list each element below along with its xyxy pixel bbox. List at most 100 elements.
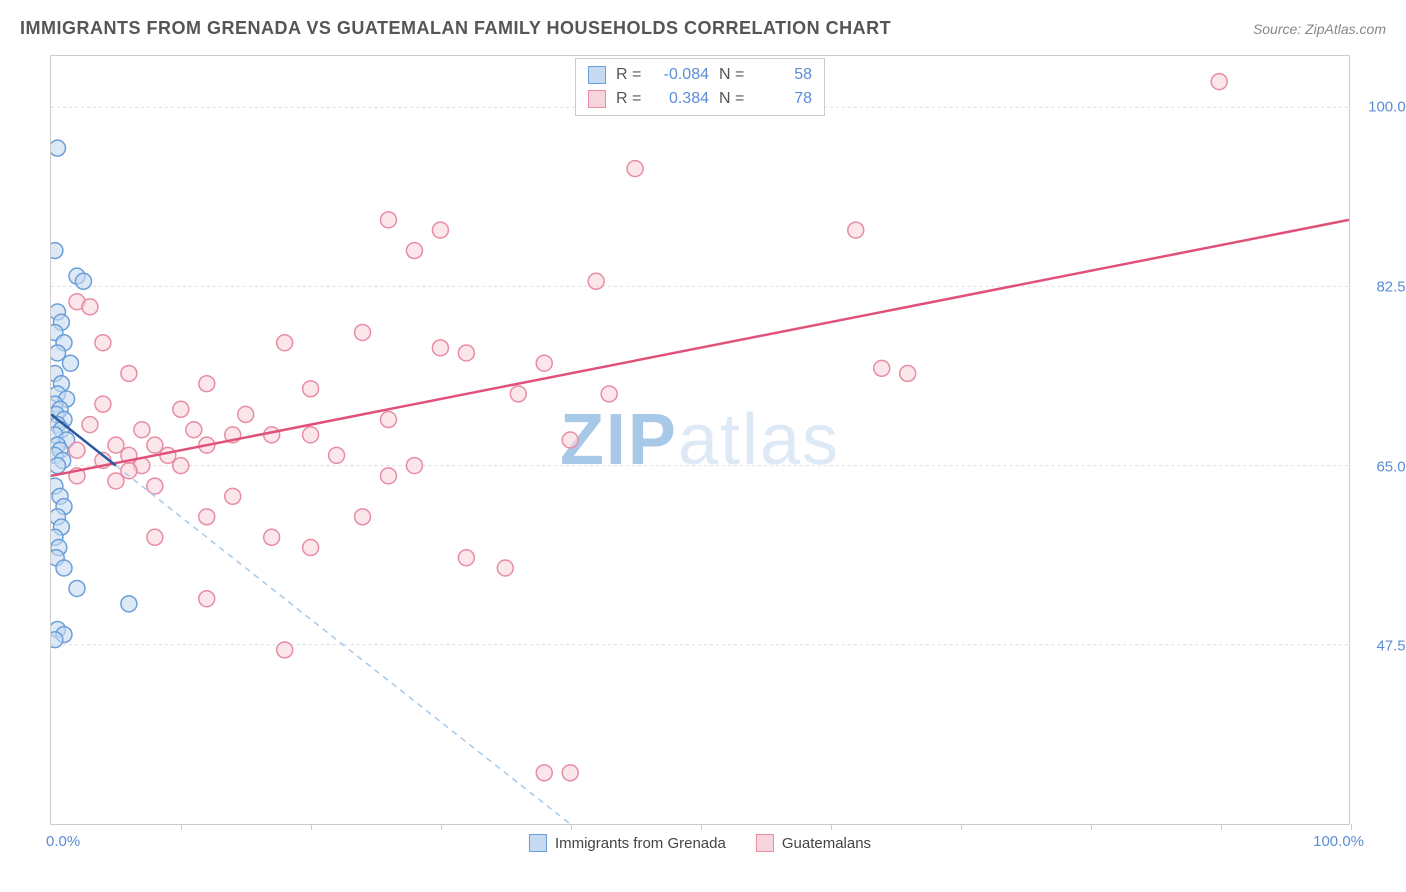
- scatter-point-guatemalans: [82, 299, 98, 315]
- scatter-point-grenada: [51, 458, 65, 474]
- gridlines: [51, 107, 1349, 645]
- x-tick: [311, 824, 312, 830]
- scatter-point-guatemalans: [329, 447, 345, 463]
- x-tick: [1221, 824, 1222, 830]
- scatter-point-guatemalans: [380, 468, 396, 484]
- scatter-point-guatemalans: [536, 765, 552, 781]
- scatter-point-guatemalans: [355, 509, 371, 525]
- scatter-point-guatemalans: [264, 529, 280, 545]
- y-tick-label: 47.5%: [1359, 638, 1406, 655]
- scatter-point-guatemalans: [173, 458, 189, 474]
- scatter-point-guatemalans: [458, 345, 474, 361]
- scatter-point-guatemalans: [536, 355, 552, 371]
- stats-row-grenada: R = -0.084 N = 58: [588, 63, 812, 87]
- scatter-point-guatemalans: [82, 417, 98, 433]
- scatter-point-guatemalans: [303, 427, 319, 443]
- scatter-points: [51, 69, 1227, 781]
- x-axis-start-label: 0.0%: [46, 833, 80, 850]
- scatter-point-guatemalans: [848, 222, 864, 238]
- x-tick: [831, 824, 832, 830]
- scatter-point-guatemalans: [432, 222, 448, 238]
- legend-item-grenada: Immigrants from Grenada: [529, 834, 726, 852]
- chart-title: IMMIGRANTS FROM GRENADA VS GUATEMALAN FA…: [20, 18, 891, 39]
- scatter-point-guatemalans: [303, 381, 319, 397]
- scatter-point-grenada: [51, 632, 63, 648]
- scatter-point-guatemalans: [900, 365, 916, 381]
- r-value-grenada: -0.084: [654, 66, 709, 84]
- header: IMMIGRANTS FROM GRENADA VS GUATEMALAN FA…: [20, 18, 1386, 39]
- scatter-point-grenada: [56, 560, 72, 576]
- scatter-point-guatemalans: [497, 560, 513, 576]
- scatter-plot-svg: [51, 56, 1349, 824]
- stats-row-guatemalans: R = 0.384 N = 78: [588, 87, 812, 111]
- scatter-point-guatemalans: [186, 422, 202, 438]
- x-tick: [571, 824, 572, 830]
- stats-legend: R = -0.084 N = 58 R = 0.384 N = 78: [575, 58, 825, 116]
- n-value-guatemalans: 78: [757, 90, 812, 108]
- scatter-point-guatemalans: [134, 422, 150, 438]
- scatter-point-guatemalans: [588, 273, 604, 289]
- y-tick-label: 65.0%: [1359, 458, 1406, 475]
- n-label: N =: [719, 90, 747, 108]
- scatter-point-guatemalans: [69, 442, 85, 458]
- swatch-grenada-icon: [588, 66, 606, 84]
- scatter-point-guatemalans: [562, 432, 578, 448]
- scatter-point-guatemalans: [238, 406, 254, 422]
- scatter-point-guatemalans: [173, 401, 189, 417]
- x-tick: [701, 824, 702, 830]
- scatter-point-guatemalans: [199, 509, 215, 525]
- scatter-point-guatemalans: [95, 335, 111, 351]
- scatter-point-guatemalans: [627, 161, 643, 177]
- source-attribution: Source: ZipAtlas.com: [1253, 21, 1386, 37]
- scatter-point-guatemalans: [199, 591, 215, 607]
- x-tick: [181, 824, 182, 830]
- r-label: R =: [616, 90, 644, 108]
- scatter-point-grenada: [75, 273, 91, 289]
- scatter-point-guatemalans: [432, 340, 448, 356]
- scatter-point-guatemalans: [355, 325, 371, 341]
- scatter-point-guatemalans: [303, 540, 319, 556]
- scatter-point-guatemalans: [277, 642, 293, 658]
- r-value-guatemalans: 0.384: [654, 90, 709, 108]
- scatter-point-guatemalans: [199, 376, 215, 392]
- plot-area: ZIPatlas R = -0.084 N = 58 R = 0.384 N =…: [50, 55, 1350, 825]
- scatter-point-guatemalans: [601, 386, 617, 402]
- trendline-guatemalans: [51, 220, 1349, 476]
- r-label: R =: [616, 66, 644, 84]
- scatter-point-grenada: [69, 581, 85, 597]
- scatter-point-guatemalans: [562, 765, 578, 781]
- n-value-grenada: 58: [757, 66, 812, 84]
- scatter-point-grenada: [51, 140, 65, 156]
- scatter-point-grenada: [121, 596, 137, 612]
- scatter-point-guatemalans: [277, 335, 293, 351]
- scatter-point-guatemalans: [95, 396, 111, 412]
- scatter-point-guatemalans: [406, 243, 422, 259]
- scatter-point-guatemalans: [458, 550, 474, 566]
- scatter-point-grenada: [51, 243, 63, 259]
- scatter-point-guatemalans: [225, 488, 241, 504]
- scatter-point-guatemalans: [108, 473, 124, 489]
- x-tick: [961, 824, 962, 830]
- x-tick: [1351, 824, 1352, 830]
- trend-lines: [51, 220, 1349, 824]
- scatter-point-guatemalans: [121, 365, 137, 381]
- chart-container: IMMIGRANTS FROM GRENADA VS GUATEMALAN FA…: [0, 0, 1406, 892]
- scatter-point-guatemalans: [380, 212, 396, 228]
- scatter-point-guatemalans: [510, 386, 526, 402]
- series-legend: Immigrants from Grenada Guatemalans: [529, 834, 871, 852]
- scatter-point-guatemalans: [380, 412, 396, 428]
- y-tick-label: 82.5%: [1359, 279, 1406, 296]
- y-tick-label: 100.0%: [1359, 99, 1406, 116]
- scatter-point-grenada: [62, 355, 78, 371]
- x-axis-end-label: 100.0%: [1313, 833, 1364, 850]
- legend-label-guatemalans: Guatemalans: [782, 835, 871, 852]
- swatch-guatemalans-icon: [588, 90, 606, 108]
- legend-label-grenada: Immigrants from Grenada: [555, 835, 726, 852]
- n-label: N =: [719, 66, 747, 84]
- scatter-point-guatemalans: [264, 427, 280, 443]
- scatter-point-guatemalans: [406, 458, 422, 474]
- scatter-point-guatemalans: [147, 478, 163, 494]
- x-tick: [1091, 824, 1092, 830]
- swatch-grenada-icon: [529, 834, 547, 852]
- swatch-guatemalans-icon: [756, 834, 774, 852]
